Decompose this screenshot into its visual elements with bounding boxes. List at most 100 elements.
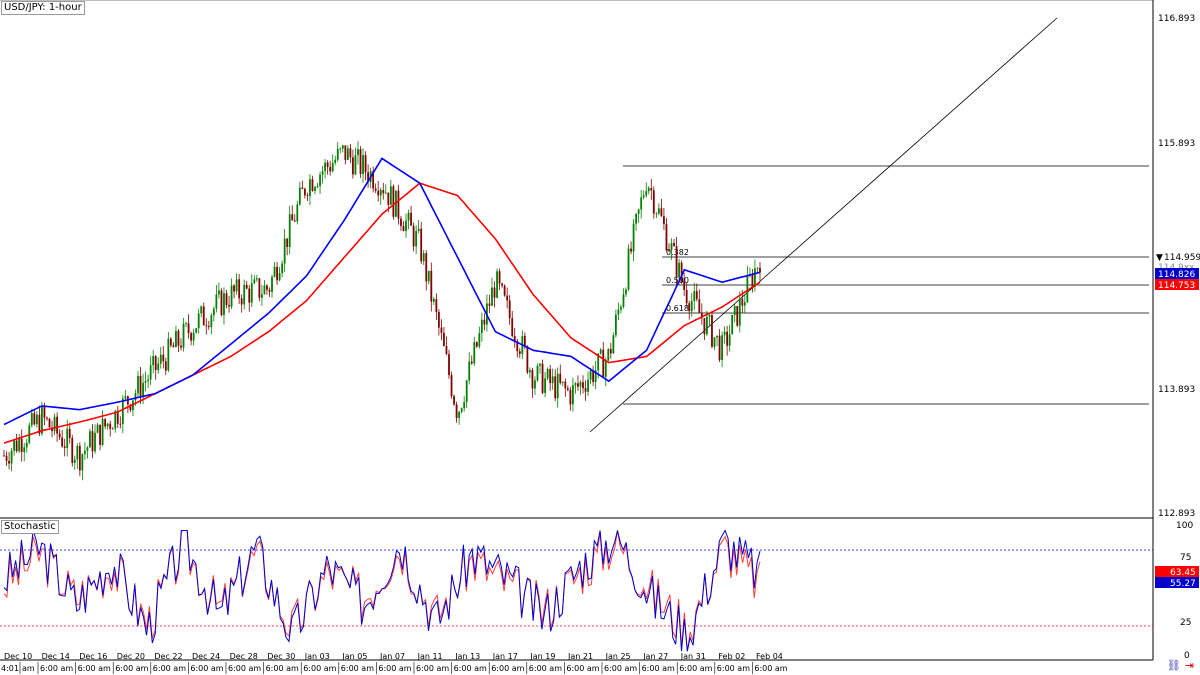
time-tick-label: 6:00 am [341, 664, 374, 673]
candle-body [329, 166, 332, 172]
candle-body [185, 323, 187, 325]
candle-body [142, 382, 144, 398]
candle-body [541, 363, 544, 393]
fibonacci-retracement[interactable]: 0.382 0.500 0.618 [623, 165, 1149, 405]
candle-body [733, 306, 736, 315]
candle-body [389, 186, 392, 205]
price-tick-label: 115.893 [1158, 139, 1195, 149]
candle-body [200, 306, 203, 314]
candle-body [96, 424, 99, 433]
candle-body [377, 190, 380, 196]
stochastic-title: Stochastic [1, 520, 59, 534]
candle-body [425, 253, 428, 282]
candle-body [531, 370, 534, 389]
stoch-k-tag [1155, 566, 1199, 577]
candle-body [498, 271, 501, 284]
time-tick-label: 6:00 am [491, 664, 524, 673]
candle-body [293, 220, 296, 222]
candle-body [387, 192, 390, 205]
candle-body [463, 402, 466, 409]
candle-body [678, 262, 680, 278]
ma-slow-tag [1155, 279, 1199, 290]
candle-body [362, 155, 364, 174]
candle-body [68, 428, 71, 439]
link-icon[interactable]: ⛓ [1166, 660, 1181, 672]
chart-title: USD/JPY: 1-hour [1, 1, 85, 15]
candle-body [154, 355, 157, 371]
candle-body [349, 148, 352, 158]
candle-body [617, 309, 620, 315]
candle-body [708, 315, 711, 317]
candle-body [268, 289, 271, 292]
candle-body [124, 396, 127, 399]
candle-body [190, 333, 193, 341]
candle-body [159, 354, 162, 364]
price-tick-label: 116.893 [1158, 14, 1195, 24]
candle-body [620, 307, 622, 310]
date-tick-label: Dec 20 [117, 652, 145, 661]
candle-body [175, 330, 177, 348]
time-tick-label: 6:00 am [717, 664, 750, 673]
candle-body [61, 437, 64, 447]
candle-body [435, 299, 438, 312]
time-tick-label: 6:00 am [303, 664, 336, 673]
candle-body [536, 365, 539, 381]
candle-body [30, 413, 33, 426]
candle-body [167, 338, 170, 371]
candle-body [738, 298, 741, 326]
stochastic-k-line [3, 529, 761, 652]
candle-body [43, 406, 46, 418]
scroll-end-icon[interactable]: ⇥ [1184, 660, 1194, 672]
fib-500-label: 0.500 [666, 276, 689, 285]
time-tick-label: 6:00 am [529, 664, 562, 673]
trendline[interactable] [589, 17, 1058, 433]
candle-body [663, 216, 665, 225]
candle-body [152, 355, 155, 366]
stoch-tick-label: 100 [1176, 521, 1193, 531]
candle-body [703, 318, 706, 335]
candle-body [561, 381, 564, 383]
time-tick-label: 6:00 am [115, 664, 148, 673]
candle-body [743, 302, 746, 306]
candle-body [111, 428, 114, 430]
candle-body [157, 363, 160, 371]
candle-body [660, 208, 663, 217]
current-price-value: 114.959 [1164, 253, 1200, 263]
candle-body [245, 284, 248, 289]
candle-body [53, 416, 56, 432]
candle-body [273, 266, 276, 277]
candle-body [233, 285, 235, 292]
candle-body [324, 162, 327, 172]
current-price-tag [1155, 251, 1199, 262]
candle-body [235, 279, 238, 292]
date-tick-label: Dec 30 [267, 652, 295, 661]
candle-body [372, 171, 375, 189]
candle-body [58, 433, 61, 438]
time-tick-label: 6:00 am [416, 664, 449, 673]
candle-body [556, 373, 559, 399]
time-tick-label: 6:00 am [78, 664, 111, 673]
candle-body [544, 378, 546, 393]
candle-body [635, 213, 638, 224]
candle-body [630, 248, 632, 252]
candle-body [685, 289, 688, 304]
fib-618-label: 0.618 [666, 304, 689, 313]
candle-body [8, 460, 10, 464]
candle-body [66, 428, 69, 448]
candle-body [503, 285, 506, 296]
candle-body [255, 278, 258, 280]
candle-body [513, 336, 516, 342]
candle-body [731, 314, 734, 335]
candle-body [212, 308, 215, 316]
candle-body [642, 195, 645, 198]
date-tick-label: Jan 03 [304, 652, 330, 661]
candle-body [539, 363, 541, 366]
time-tick-label: 6:00 am [454, 664, 487, 673]
candle-body [645, 191, 648, 196]
date-tick-label: Jan 31 [680, 652, 706, 661]
candle-body [728, 334, 731, 346]
time-tick-label: 6:00 am [153, 664, 186, 673]
candle-body [432, 299, 435, 302]
ma-slow-value: 114.753 [1158, 281, 1195, 291]
